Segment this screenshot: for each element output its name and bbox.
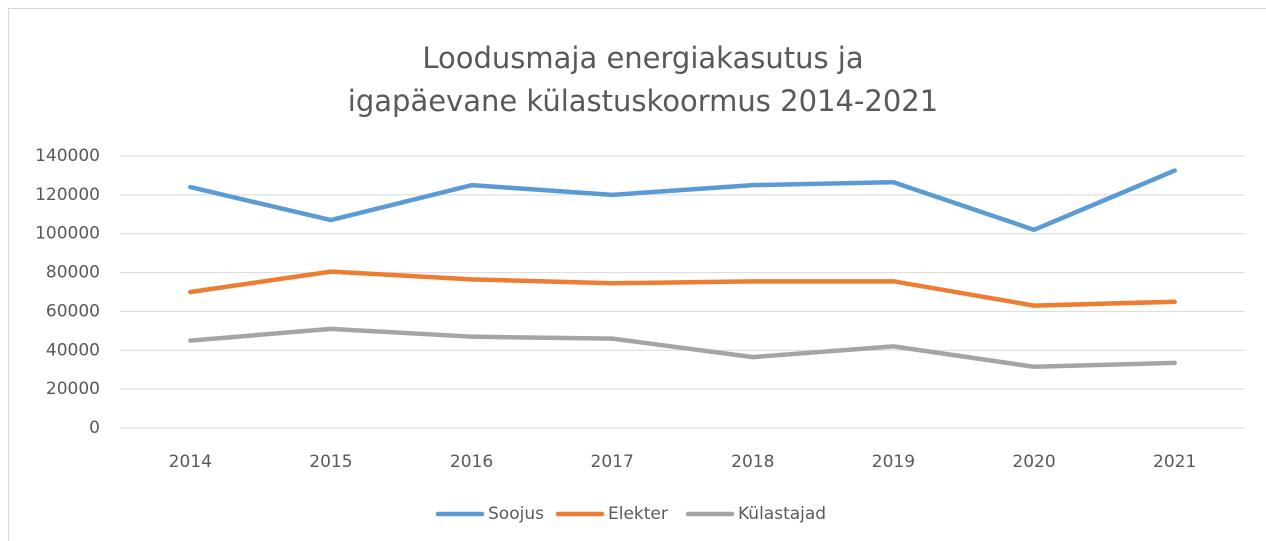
x-tick-label: 2018 [731,452,774,472]
legend-label: Soojus [488,504,544,524]
y-tick-label: 40000 [46,340,100,360]
x-tick-label: 2014 [169,452,212,472]
y-tick-label: 80000 [46,263,100,283]
series-line [188,168,1177,233]
series-line [188,269,1177,308]
y-tick-label: 0 [89,418,100,438]
chart-frame [8,8,1266,541]
chart-title: Loodusmaja energiakasutus ja [422,41,863,75]
legend-label: Elekter [608,504,668,524]
x-tick-label: 2020 [1012,452,1055,472]
y-tick-label: 140000 [35,146,100,166]
y-tick-label: 60000 [46,301,100,321]
y-tick-label: 20000 [46,379,100,399]
series-line [188,326,1177,370]
chart-title: igapäevane külastuskoormus 2014-2021 [348,84,938,118]
y-tick-label: 100000 [35,224,100,244]
x-tick-label: 2016 [450,452,493,472]
x-tick-label: 2015 [309,452,352,472]
y-tick-label: 120000 [35,185,100,205]
legend-label: Külastajad [738,504,826,524]
x-tick-label: 2021 [1153,452,1196,472]
x-tick-label: 2019 [872,452,915,472]
x-tick-label: 2017 [591,452,634,472]
